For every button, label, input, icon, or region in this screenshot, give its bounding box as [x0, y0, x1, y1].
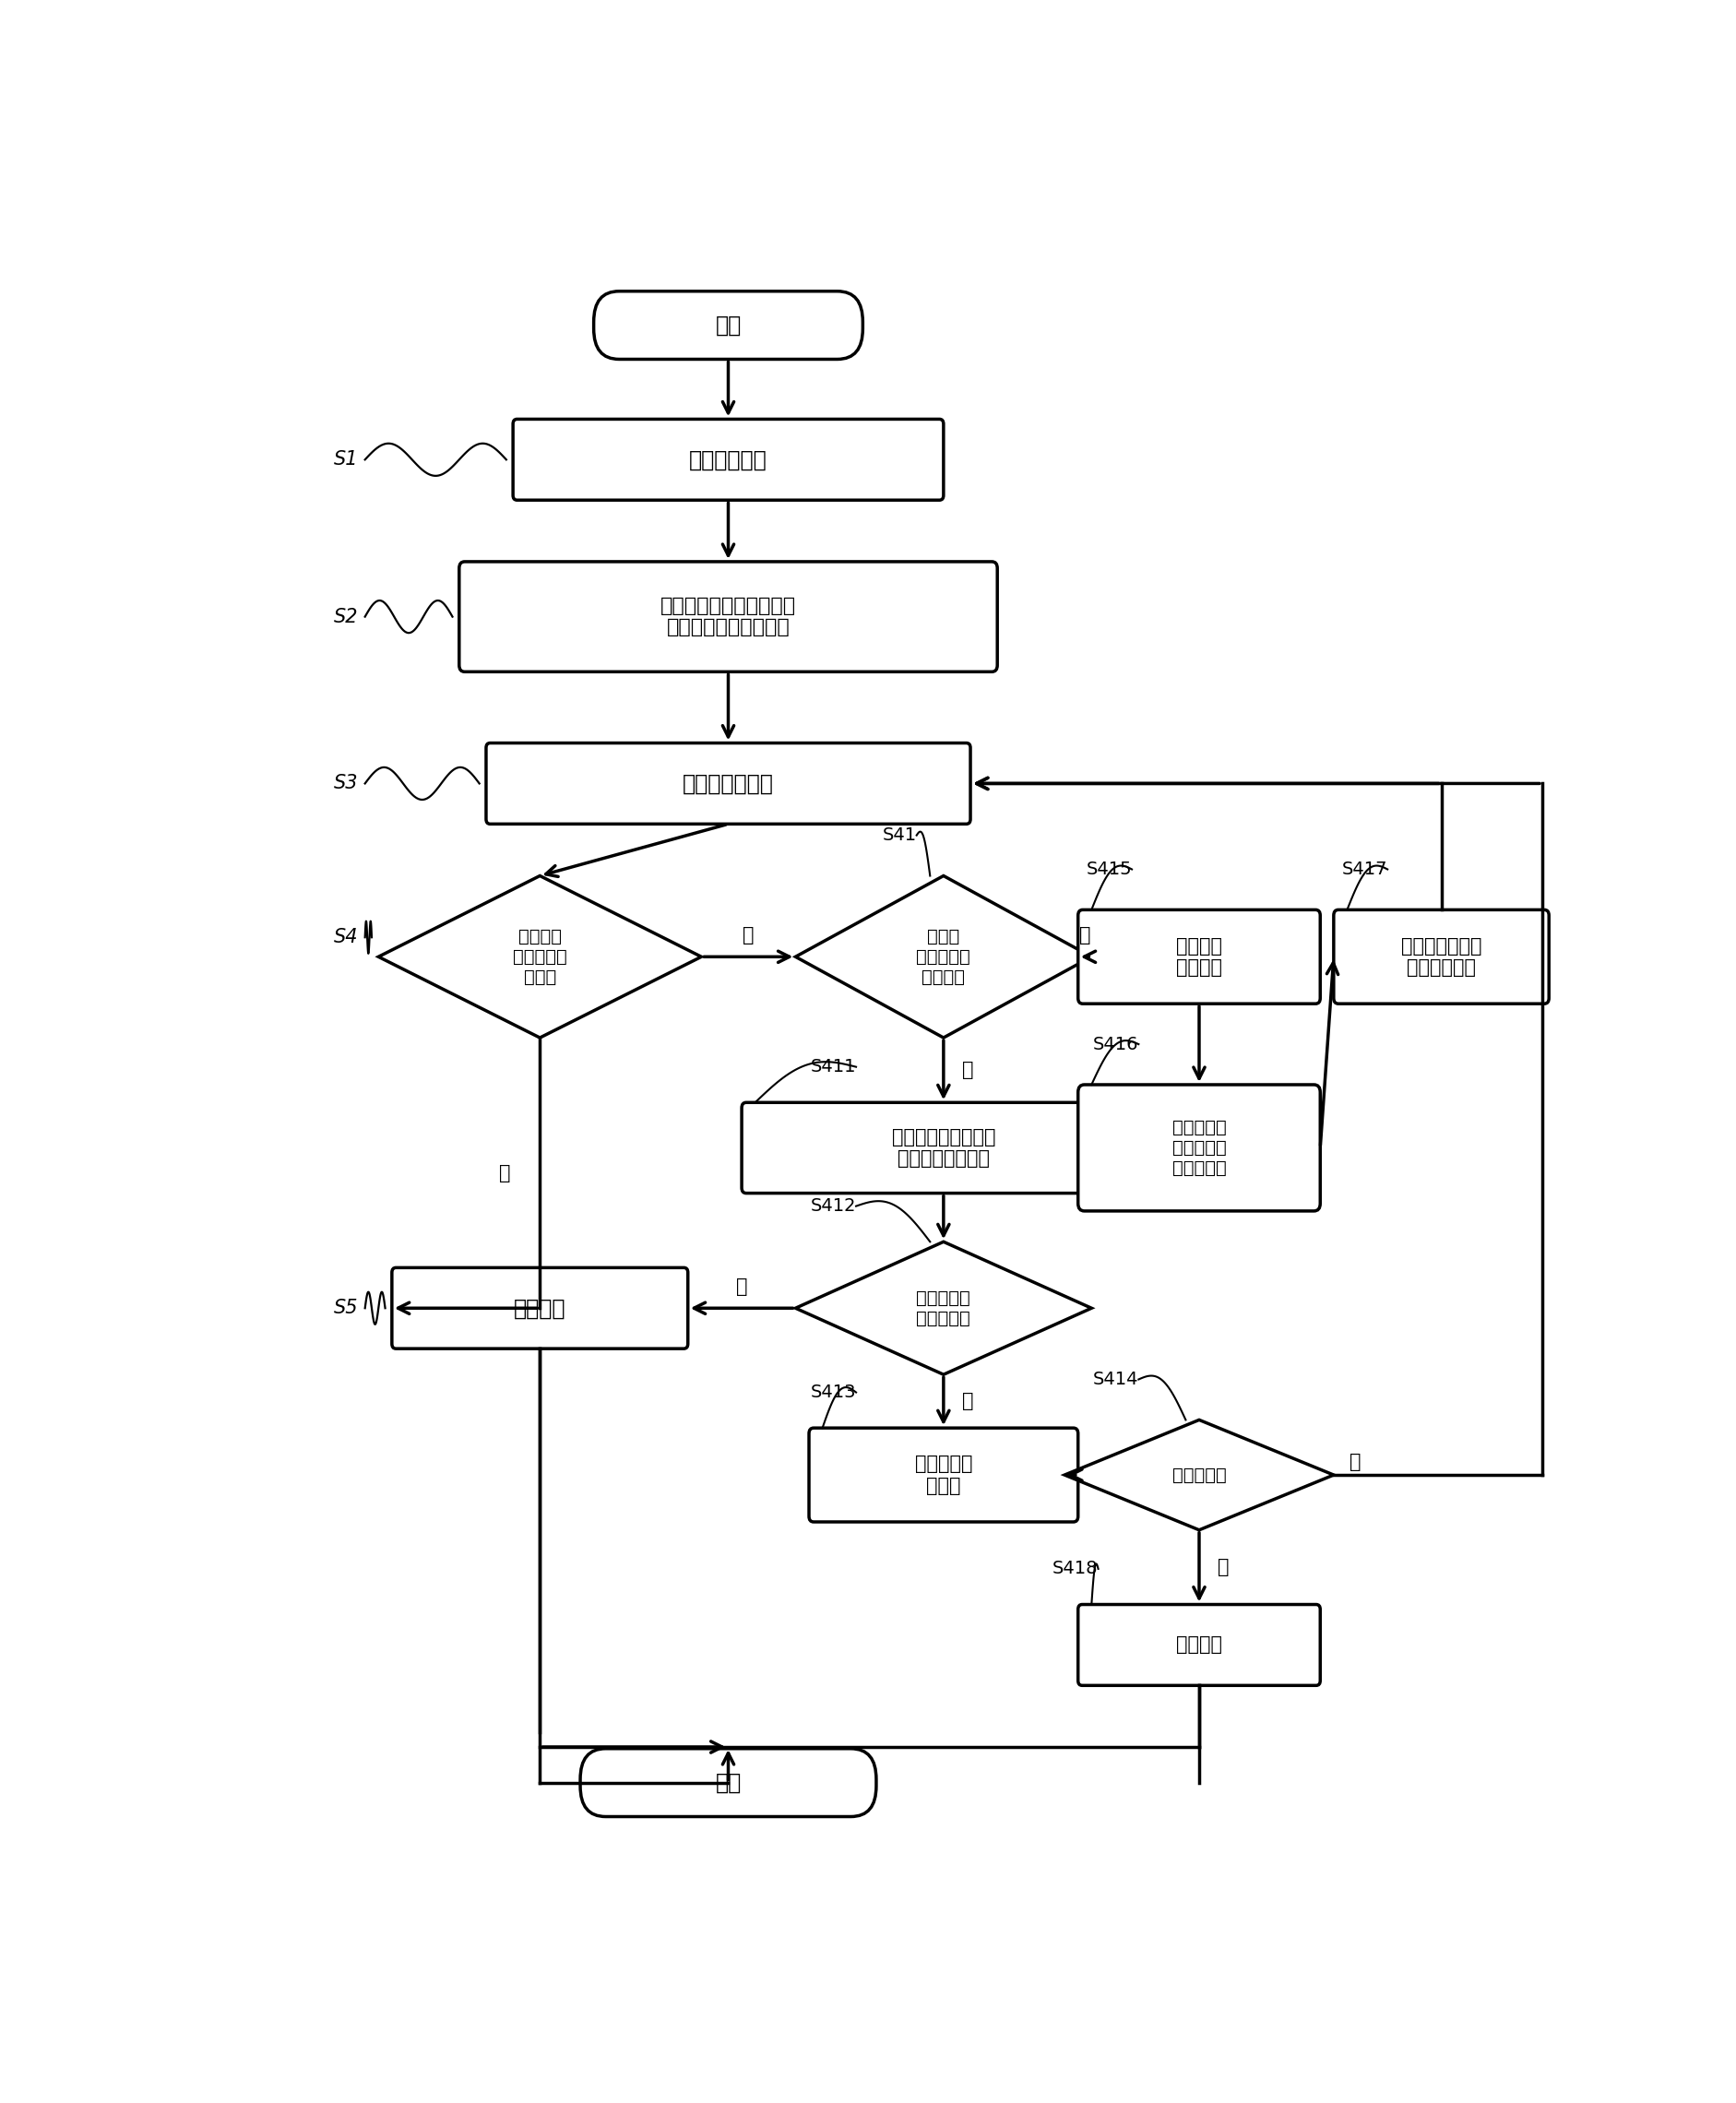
Text: 放弃请求: 放弃请求: [1175, 1636, 1222, 1655]
Text: S413: S413: [811, 1384, 856, 1401]
FancyBboxPatch shape: [458, 562, 996, 671]
Text: 执行所述任务流: 执行所述任务流: [682, 772, 774, 795]
Text: 等待当前等
待队列指示
的等待时间: 等待当前等 待队列指示 的等待时间: [1172, 1119, 1226, 1178]
Text: 是: 是: [743, 927, 753, 944]
Text: 开始: 开始: [715, 313, 741, 336]
FancyBboxPatch shape: [1078, 1085, 1319, 1211]
FancyBboxPatch shape: [486, 742, 970, 824]
Text: S412: S412: [811, 1197, 856, 1216]
Text: 结束: 结束: [715, 1771, 741, 1794]
Text: S418: S418: [1052, 1560, 1099, 1577]
Text: 问题修复？: 问题修复？: [1172, 1466, 1226, 1485]
Text: S417: S417: [1342, 860, 1387, 879]
Text: 否: 否: [1080, 927, 1090, 944]
FancyBboxPatch shape: [741, 1102, 1146, 1192]
Text: 是: 是: [962, 1392, 974, 1411]
Text: 否: 否: [1219, 1558, 1229, 1577]
Text: 是: 是: [1351, 1453, 1361, 1472]
Text: S3: S3: [333, 774, 358, 793]
Polygon shape: [1064, 1420, 1333, 1531]
Polygon shape: [795, 1241, 1092, 1375]
FancyBboxPatch shape: [1078, 911, 1319, 1003]
Text: S5: S5: [333, 1300, 358, 1316]
Text: 将用户请求转换为由多个
任务节点构成的任务流: 将用户请求转换为由多个 任务节点构成的任务流: [660, 597, 797, 637]
FancyBboxPatch shape: [809, 1428, 1078, 1523]
FancyBboxPatch shape: [594, 290, 863, 360]
Text: S1: S1: [333, 450, 358, 469]
Polygon shape: [795, 875, 1092, 1037]
Text: S415: S415: [1087, 860, 1132, 879]
FancyBboxPatch shape: [1333, 911, 1549, 1003]
Text: 是: 是: [962, 1060, 974, 1079]
Text: S4: S4: [333, 927, 358, 946]
Text: S41: S41: [882, 826, 917, 843]
Text: 进入无限长
等待队列？: 进入无限长 等待队列？: [917, 1289, 970, 1327]
Text: 否: 否: [736, 1279, 748, 1295]
Text: 否: 否: [498, 1163, 510, 1182]
Text: S2: S2: [333, 608, 358, 627]
Text: S411: S411: [811, 1058, 856, 1075]
Text: 响应请求: 响应请求: [514, 1298, 566, 1319]
FancyBboxPatch shape: [392, 1268, 687, 1348]
Text: S414: S414: [1094, 1371, 1139, 1388]
Polygon shape: [378, 875, 701, 1037]
Text: 进入初始
等待队列: 进入初始 等待队列: [1175, 936, 1222, 976]
Text: 任务节点
的执行出现
异常？: 任务节点 的执行出现 异常？: [512, 927, 568, 986]
Text: 节点信息进入更长等
待时间的等待队列: 节点信息进入更长等 待时间的等待队列: [892, 1127, 995, 1167]
Text: 提示进行人
工干预: 提示进行人 工干预: [915, 1455, 972, 1495]
FancyBboxPatch shape: [1078, 1605, 1319, 1685]
Text: S416: S416: [1094, 1035, 1139, 1054]
FancyBboxPatch shape: [514, 418, 944, 501]
FancyBboxPatch shape: [580, 1748, 877, 1817]
Text: 节点信
息已进入等
待队列？: 节点信 息已进入等 待队列？: [917, 927, 970, 986]
Text: 找到异常任务节
点并重新执行: 找到异常任务节 点并重新执行: [1401, 936, 1481, 976]
Text: 接收用户请求: 接收用户请求: [689, 448, 767, 471]
